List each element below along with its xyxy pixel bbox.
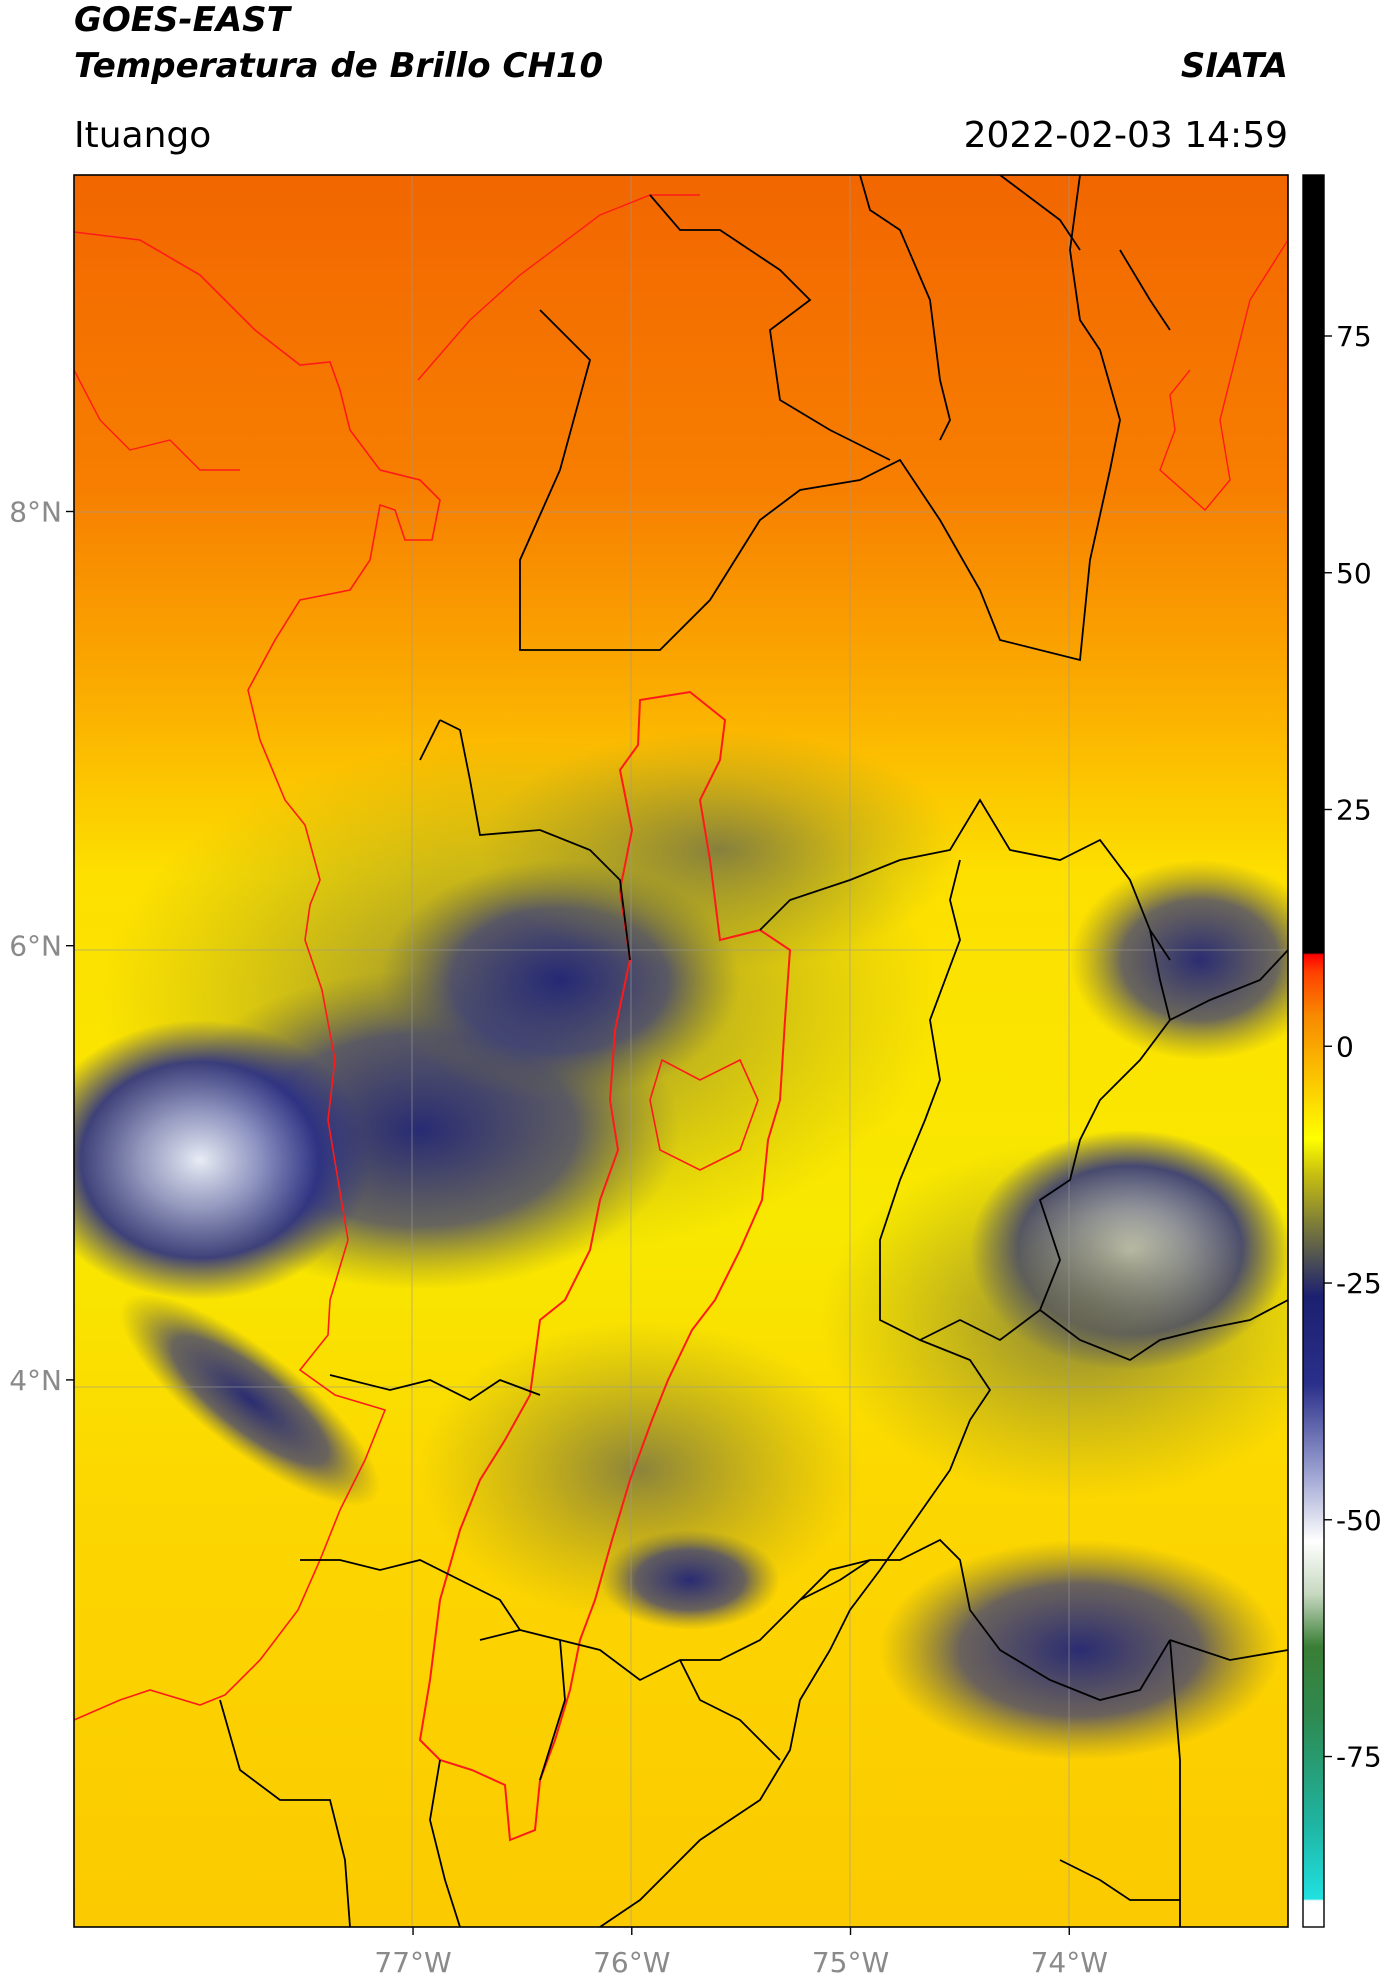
- datetime-label: 2022-02-03 14:59: [963, 115, 1288, 156]
- satellite-image: [74, 175, 1288, 1927]
- cloud-band-southeast: [880, 1540, 1280, 1760]
- lat-tick-label: 8°N: [9, 496, 62, 529]
- department-borders: [219, 175, 1288, 1927]
- coastline-darien: [74, 369, 240, 471]
- colorbar-tick-label: 0: [1336, 1030, 1354, 1063]
- lon-tick-label: 77°W: [374, 1946, 451, 1979]
- map-frame: [73, 174, 1289, 1928]
- cloud-mass-east: [1070, 860, 1288, 1060]
- lon-tick-label: 74°W: [1031, 1946, 1108, 1979]
- colorbar-tick-label: -25: [1336, 1267, 1382, 1300]
- colorbar: [1302, 174, 1325, 1928]
- colorbar-tick-label: 75: [1336, 320, 1372, 353]
- latitude-axis: 8°N 6°N 4°N: [9, 496, 74, 1397]
- lon-tick-label: 75°W: [812, 1946, 889, 1979]
- location-label: Ituango: [74, 115, 212, 156]
- colorbar-tick-label: -75: [1336, 1741, 1382, 1774]
- coastline-lake: [1159, 239, 1288, 512]
- title-product: Temperatura de Brillo CH10: [74, 46, 604, 86]
- focus-region-outline: [418, 690, 792, 1842]
- colorbar-tick-label: 50: [1336, 557, 1372, 590]
- cloud-cell-south: [600, 1530, 780, 1630]
- longitude-axis: 77°W 76°W 75°W 74°W: [374, 1927, 1108, 1979]
- cloud-mass-southeast: [820, 1140, 1288, 1500]
- title-organization: SIATA: [1180, 46, 1288, 86]
- coastline-caribbean: [417, 194, 700, 381]
- cloud-streak-pacific: [120, 1293, 380, 1507]
- lat-tick-label: 4°N: [9, 1364, 62, 1397]
- colorbar-tick-label: 25: [1336, 794, 1372, 827]
- title-satellite: GOES-EAST: [74, 0, 290, 40]
- graticule: [74, 175, 1288, 1927]
- colorbar-axis: 75 50 25 0 -25 -50 -75: [1324, 320, 1382, 1774]
- lon-tick-label: 76°W: [593, 1946, 670, 1979]
- coastline: [74, 231, 441, 1721]
- lat-tick-label: 6°N: [9, 930, 62, 963]
- colorbar-tick-label: -50: [1336, 1504, 1382, 1537]
- cold-cloud-top-west: [74, 1020, 370, 1300]
- focus-subregion-outline: [649, 1058, 759, 1171]
- cloud-mass-north: [480, 730, 960, 970]
